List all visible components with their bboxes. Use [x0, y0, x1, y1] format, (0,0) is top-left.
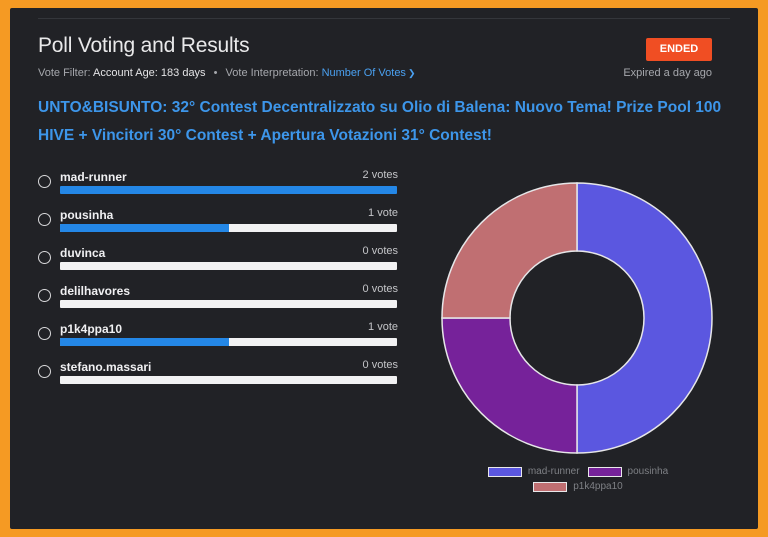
option-votes: 2 votes [362, 169, 398, 181]
legend-item-pousinha[interactable]: pousinha [587, 466, 669, 477]
page-title: Poll Voting and Results [38, 34, 250, 57]
donut-slice-pousinha[interactable] [441, 317, 578, 454]
radio-button[interactable] [38, 175, 51, 188]
vote-bar [60, 376, 397, 384]
option-name: p1k4ppa10 [60, 322, 123, 336]
vote-filter-label: Vote Filter: [38, 67, 91, 79]
legend-item-p1k4ppa10[interactable]: p1k4ppa10 [533, 481, 623, 492]
donut-slice-p1k4ppa10[interactable] [441, 182, 578, 319]
poll-option[interactable]: mad-runner 2 votes [38, 169, 398, 200]
option-name: pousinha [60, 208, 114, 222]
option-votes: 0 votes [362, 283, 398, 295]
option-name: mad-runner [60, 170, 127, 184]
option-votes: 1 vote [368, 321, 398, 333]
vote-bar-fill [60, 224, 229, 232]
results-donut-chart [441, 182, 713, 454]
top-divider [38, 18, 730, 19]
interpretation-value: Number Of Votes [321, 67, 406, 79]
status-badge: ENDED [646, 38, 712, 61]
vote-meta: Vote Filter: Account Age: 183 days • Vot… [38, 67, 415, 79]
radio-button[interactable] [38, 289, 51, 302]
option-name: duvinca [60, 246, 106, 260]
legend-swatch [587, 466, 622, 477]
option-name: stefano.massari [60, 360, 152, 374]
vote-bar [60, 224, 397, 232]
option-votes: 0 votes [362, 245, 398, 257]
poll-question[interactable]: UNTO&BISUNTO: 32° Contest Decentralizzat… [38, 99, 722, 144]
radio-button[interactable] [38, 213, 51, 226]
radio-button[interactable] [38, 327, 51, 340]
radio-button[interactable] [38, 251, 51, 264]
donut-slice-mad-runner[interactable] [576, 182, 713, 454]
poll-option[interactable]: p1k4ppa10 1 vote [38, 321, 398, 352]
vote-bar-fill [60, 186, 397, 194]
poll-option[interactable]: delilhavores 0 votes [38, 283, 398, 314]
vote-bar [60, 338, 397, 346]
expired-text: Expired a day ago [623, 67, 712, 79]
legend-label: p1k4ppa10 [573, 481, 623, 492]
option-votes: 0 votes [362, 359, 398, 371]
legend-item-mad-runner[interactable]: mad-runner [487, 466, 580, 477]
interpretation-dropdown[interactable]: Number Of Votes ❯ [322, 67, 416, 79]
poll-panel: Poll Voting and Results Vote Filter: Acc… [10, 8, 758, 529]
vote-bar-fill [60, 338, 229, 346]
interpretation-label: Vote Interpretation: [225, 67, 319, 79]
poll-option[interactable]: duvinca 0 votes [38, 245, 398, 276]
vote-filter-value: Account Age: 183 days [93, 67, 206, 79]
legend-swatch [533, 481, 568, 492]
chart-legend: mad-runner pousinha p1k4ppa10 [438, 466, 718, 496]
poll-option[interactable]: pousinha 1 vote [38, 207, 398, 238]
radio-button[interactable] [38, 365, 51, 378]
legend-label: pousinha [627, 466, 669, 477]
poll-option[interactable]: stefano.massari 0 votes [38, 359, 398, 390]
vote-bar [60, 262, 397, 270]
legend-label: mad-runner [527, 466, 580, 477]
vote-bar [60, 300, 397, 308]
vote-bar [60, 186, 397, 194]
meta-separator: • [213, 67, 218, 79]
legend-swatch [487, 466, 522, 477]
chevron-down-icon: ❯ [407, 68, 416, 78]
option-votes: 1 vote [368, 207, 398, 219]
option-name: delilhavores [60, 284, 131, 298]
